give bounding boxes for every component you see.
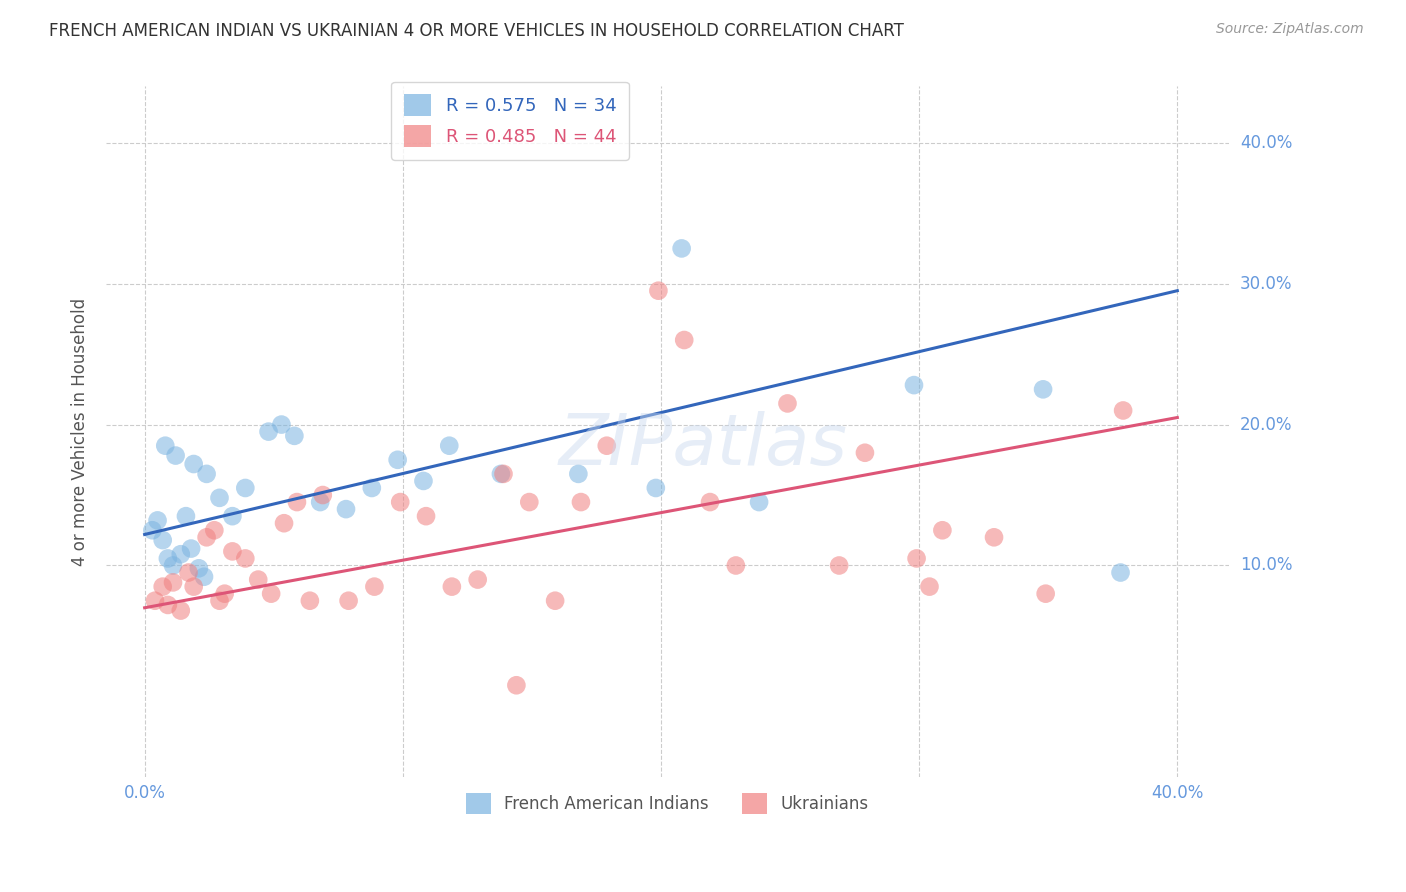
Point	[363, 580, 385, 594]
Text: FRENCH AMERICAN INDIAN VS UKRAINIAN 4 OR MORE VEHICLES IN HOUSEHOLD CORRELATION : FRENCH AMERICAN INDIAN VS UKRAINIAN 4 OR…	[49, 22, 904, 40]
Point	[156, 598, 179, 612]
Point	[505, 678, 527, 692]
Point	[170, 604, 193, 618]
Point	[360, 481, 382, 495]
Text: 40.0%: 40.0%	[1152, 784, 1204, 802]
Point	[285, 495, 308, 509]
Point	[208, 491, 231, 505]
Point	[1109, 566, 1132, 580]
Point	[208, 593, 231, 607]
Point	[489, 467, 512, 481]
Point	[1112, 403, 1135, 417]
Point	[983, 530, 1005, 544]
Point	[221, 544, 243, 558]
Point	[270, 417, 292, 432]
Point	[1032, 382, 1054, 396]
Point	[146, 513, 169, 527]
Text: 20.0%: 20.0%	[1240, 416, 1292, 434]
Text: Source: ZipAtlas.com: Source: ZipAtlas.com	[1216, 22, 1364, 37]
Point	[233, 481, 256, 495]
Point	[143, 593, 166, 607]
Text: ZIPatlas: ZIPatlas	[558, 411, 848, 481]
Point	[905, 551, 928, 566]
Point	[155, 439, 177, 453]
Point	[141, 523, 163, 537]
Point	[389, 495, 412, 509]
Point	[156, 551, 179, 566]
Point	[517, 495, 540, 509]
Point	[174, 509, 197, 524]
Point	[337, 593, 360, 607]
Point	[931, 523, 953, 537]
Point	[260, 587, 283, 601]
Point	[233, 551, 256, 566]
Point	[748, 495, 770, 509]
Point	[170, 547, 193, 561]
Point	[193, 570, 215, 584]
Point	[309, 495, 332, 509]
Y-axis label: 4 or more Vehicles in Household: 4 or more Vehicles in Household	[72, 298, 89, 566]
Point	[247, 573, 270, 587]
Point	[152, 533, 174, 548]
Point	[596, 439, 619, 453]
Point	[221, 509, 243, 524]
Point	[214, 587, 236, 601]
Point	[699, 495, 721, 509]
Point	[180, 541, 202, 556]
Point	[335, 502, 357, 516]
Point	[724, 558, 747, 573]
Point	[183, 457, 205, 471]
Point	[569, 495, 592, 509]
Point	[492, 467, 515, 481]
Point	[671, 241, 693, 255]
Point	[195, 467, 218, 481]
Point	[467, 573, 489, 587]
Point	[177, 566, 200, 580]
Point	[162, 575, 184, 590]
Point	[283, 429, 305, 443]
Point	[673, 333, 696, 347]
Point	[567, 467, 589, 481]
Point	[544, 593, 567, 607]
Point	[257, 425, 280, 439]
Point	[195, 530, 218, 544]
Point	[776, 396, 799, 410]
Point	[412, 474, 434, 488]
Legend: French American Indians, Ukrainians: French American Indians, Ukrainians	[456, 783, 879, 824]
Point	[647, 284, 669, 298]
Point	[415, 509, 437, 524]
Point	[187, 561, 209, 575]
Point	[183, 580, 205, 594]
Point	[903, 378, 925, 392]
Point	[644, 481, 666, 495]
Point	[387, 452, 409, 467]
Point	[853, 446, 876, 460]
Text: 10.0%: 10.0%	[1240, 557, 1292, 574]
Point	[298, 593, 321, 607]
Point	[828, 558, 851, 573]
Text: 0.0%: 0.0%	[124, 784, 166, 802]
Text: 30.0%: 30.0%	[1240, 275, 1292, 293]
Point	[918, 580, 941, 594]
Point	[1035, 587, 1057, 601]
Point	[440, 580, 463, 594]
Point	[273, 516, 295, 531]
Point	[202, 523, 225, 537]
Point	[152, 580, 174, 594]
Point	[165, 449, 187, 463]
Point	[162, 558, 184, 573]
Text: 40.0%: 40.0%	[1240, 134, 1292, 152]
Point	[439, 439, 461, 453]
Point	[312, 488, 335, 502]
